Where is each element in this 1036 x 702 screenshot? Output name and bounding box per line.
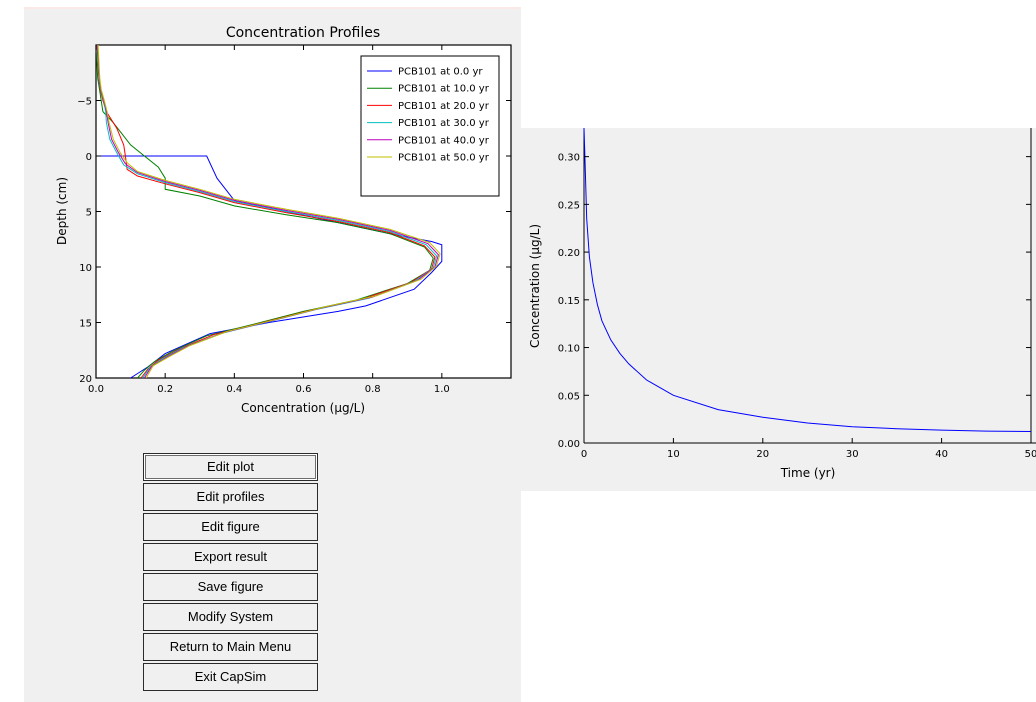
y-tick-label: 20 <box>79 374 92 385</box>
concentration-line <box>583 127 1032 432</box>
export-result-button[interactable]: Export result <box>143 543 318 571</box>
legend-label: PCB101 at 40.0 yr <box>398 135 490 146</box>
y-tick-label: 0.00 <box>558 439 580 450</box>
y-tick-label: 0.20 <box>558 248 580 259</box>
x-axis-label: Time (yr) <box>780 466 836 480</box>
x-tick-label: 0.2 <box>157 384 173 395</box>
legend-label: PCB101 at 0.0 yr <box>398 67 483 78</box>
x-tick-label: 20 <box>756 449 769 460</box>
edit-plot-button[interactable]: Edit plot <box>143 453 318 481</box>
x-tick-label: 0 <box>581 449 587 460</box>
x-tick-label: 0.4 <box>226 384 242 395</box>
chart-title: Concentration Profiles <box>226 25 380 41</box>
x-tick-label: 40 <box>935 449 948 460</box>
y-tick-label: 0.30 <box>558 153 580 164</box>
legend-entries: PCB101 at 0.0 yr PCB101 at 10.0 yr PCB101 … <box>367 67 490 164</box>
profile-line-5 <box>97 44 441 379</box>
y-axis-label: Depth (cm) <box>55 177 69 245</box>
exit-capsim-button[interactable]: Exit CapSim <box>143 663 318 691</box>
y-tick-label: 5 <box>86 208 92 219</box>
return-main-menu-button[interactable]: Return to Main Menu <box>143 633 318 661</box>
y-tick-label: −5 <box>77 97 92 108</box>
x-tick-label: 0.0 <box>88 384 104 395</box>
profile-lines <box>95 44 443 379</box>
x-tick-label: 0.6 <box>296 384 312 395</box>
y-tick-label: 0 <box>86 152 92 163</box>
window-top-edge <box>24 7 521 9</box>
x-tick-label: 30 <box>846 449 859 460</box>
profile-axes: 0.0 0.2 0.4 0.6 0.8 1.0 −5 0 5 10 15 20 <box>77 45 511 395</box>
y-tick-label: 10 <box>79 263 92 274</box>
y-tick-label: 0.15 <box>558 296 580 307</box>
legend-label: PCB101 at 50.0 yr <box>398 153 490 164</box>
y-tick-label: 15 <box>79 319 92 330</box>
x-tick-label: 1.0 <box>434 384 450 395</box>
x-tick-label: 0.8 <box>365 384 381 395</box>
x-axis-label: Concentration (μg/L) <box>241 401 365 415</box>
time-axes: 0 10 20 30 40 50 0.00 0.05 0.10 0.15 0.20 0.25 0.30 <box>558 153 1036 460</box>
x-tick-label: 50 <box>1025 449 1036 460</box>
legend-label: PCB101 at 20.0 yr <box>398 101 490 112</box>
y-tick-label: 0.05 <box>558 391 580 402</box>
edit-figure-button[interactable]: Edit figure <box>143 513 318 541</box>
y-axis-label: Concentration (μg/L) <box>528 224 542 348</box>
modify-system-button[interactable]: Modify System <box>143 603 318 631</box>
legend-label: PCB101 at 30.0 yr <box>398 118 490 129</box>
y-tick-label: 0.10 <box>558 344 580 355</box>
edit-profiles-button[interactable]: Edit profiles <box>143 483 318 511</box>
legend: PCB101 at 0.0 yr PCB101 at 10.0 yr PCB101 … <box>360 55 500 197</box>
time-series-line-0 <box>583 127 1032 432</box>
save-figure-button[interactable]: Save figure <box>143 573 318 601</box>
y-tick-label: 0.25 <box>558 200 580 211</box>
legend-label: PCB101 at 10.0 yr <box>398 84 490 95</box>
action-buttons: Edit plot Edit profiles Edit figure Expo… <box>143 453 318 693</box>
x-tick-label: 10 <box>667 449 680 460</box>
legend-box <box>360 55 500 197</box>
